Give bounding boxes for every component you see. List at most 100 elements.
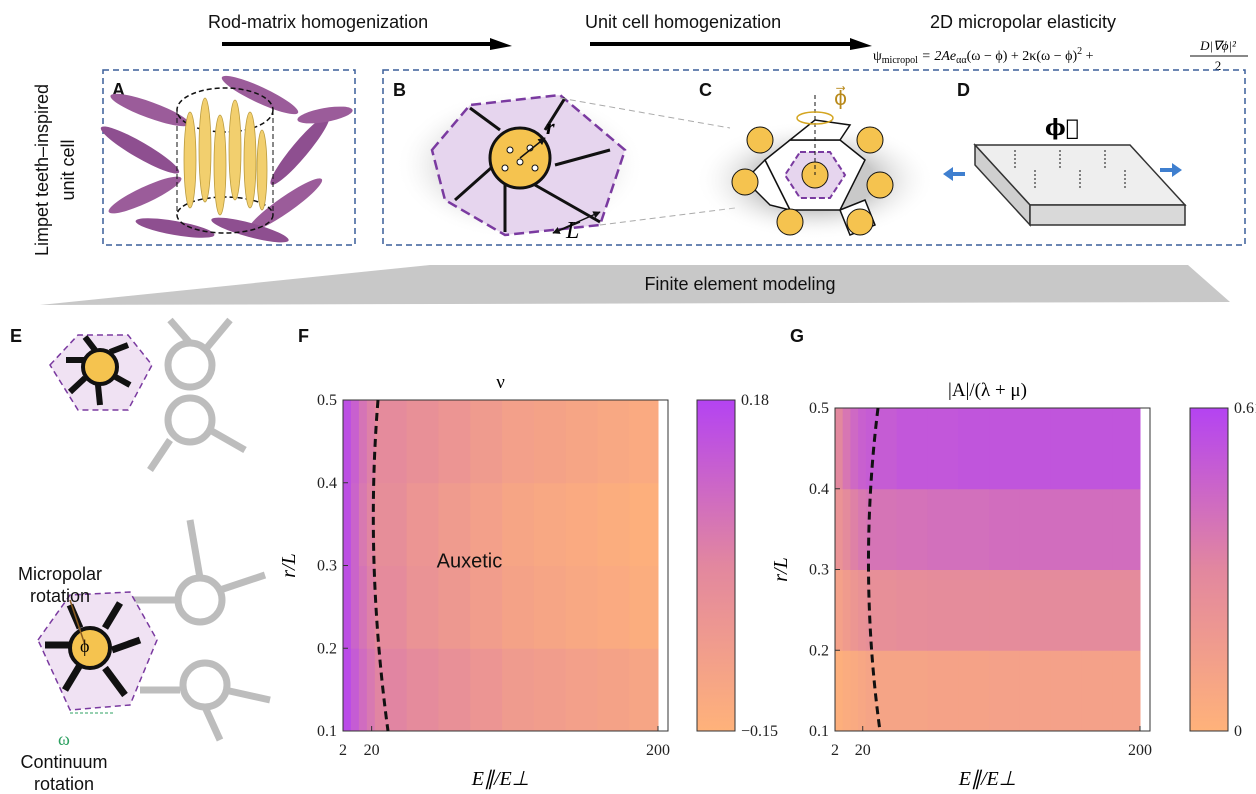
symbol: r [546,114,555,139]
symbol: ϕ⃗ [1045,115,1079,141]
formula-part: = 2Ae [918,49,956,64]
heat-cell [1020,650,1051,731]
heat-cell [927,408,958,489]
heat-cell [850,650,858,731]
heat-cell [858,489,866,570]
rods-illustration [97,70,354,247]
heat-cell [375,566,407,649]
panel-label: E [10,326,22,346]
formula-part: ψ [873,49,882,64]
heat-cell [835,650,843,731]
x-axis-label: E∥/E⊥ [958,768,1016,790]
heat-cell [835,408,843,489]
heat-cell [343,648,351,731]
heat-cell [629,483,658,566]
heat-cell [858,408,866,489]
arrow [222,38,512,50]
symbol: ϕ⃗ [834,85,847,110]
heat-cell [598,400,630,483]
heat-cell [958,650,989,731]
formula-part: (ω − ϕ) + 2κ(ω − ϕ) [967,49,1078,64]
heat-cell [1081,408,1112,489]
y-axis-label: r/L [770,557,792,581]
annotation: rotation [30,586,90,606]
heat-cell [359,400,367,483]
heat-cell [359,566,367,649]
heat-cell [989,489,1020,570]
heat-cell [843,650,851,731]
y-tick-label: 0.4 [317,475,337,492]
annotation: Auxetic [437,551,503,573]
chart-title: ν [496,372,505,393]
panel-label: F [298,326,309,346]
heat-cell [598,483,630,566]
heat-cell [407,483,439,566]
symbol: ω [58,729,70,749]
heat-cell [566,566,598,649]
heat-cell [850,489,858,570]
annotation: Continuum [20,752,107,772]
heat-cell [367,648,375,731]
heat-cell [1051,408,1082,489]
heat-cell [351,566,359,649]
annotation: Micropolar [18,564,102,584]
formula-part: micropol [882,55,918,66]
colorbar-tick-label: 0 [1234,723,1242,740]
heat-cell [367,566,375,649]
heat-cell [927,489,958,570]
heat-cell [843,570,851,651]
colorbar [1190,408,1228,731]
side-label: Limpet teeth–inspired [32,84,52,256]
heat-cell [407,648,439,731]
x-tick-label: 20 [364,742,380,759]
heat-cell [534,483,566,566]
figure: Rod-matrix homogenization Unit cell homo… [0,0,1256,794]
heat-cell [858,570,866,651]
y-tick-label: 0.4 [809,481,829,498]
colorbar [697,400,735,731]
step-label: 2D micropolar elasticity [930,12,1116,32]
heat-cell [407,400,439,483]
x-tick-label: 20 [855,742,871,759]
x-axis-label: E∥/E⊥ [471,768,529,790]
heat-cell [629,648,658,731]
heat-cell [629,400,658,483]
arrow [590,38,872,50]
heat-cell [566,648,598,731]
y-tick-label: 0.2 [809,642,829,659]
symbol: L [565,218,579,244]
heat-cell [989,650,1020,731]
heat-cell [958,408,989,489]
heat-cell [470,648,502,731]
heat-cell [566,400,598,483]
banner-label: Finite element modeling [644,274,835,294]
heat-cell [927,650,958,731]
heat-cell [958,570,989,651]
heat-cell [343,483,351,566]
panel-label: D [957,80,970,100]
formula-part: + [1082,49,1094,64]
heat-cell [502,400,534,483]
heat-cell [1051,570,1082,651]
y-tick-label: 0.5 [809,400,829,417]
heat-cell [927,570,958,651]
heat-cell [407,566,439,649]
heat-cell [351,400,359,483]
side-label: unit cell [58,139,78,200]
heat-cell [1112,570,1140,651]
heat-cell [359,648,367,731]
panel-label: B [393,80,406,100]
heat-cell [958,489,989,570]
heat-cell [359,483,367,566]
banner [40,265,1230,305]
heat-cell [1051,489,1082,570]
heat-cell [534,648,566,731]
heat-cell [375,483,407,566]
heat-cell [850,408,858,489]
heat-cell [989,408,1020,489]
heat-cell [502,483,534,566]
heat-cell [343,400,351,483]
step-label: Rod-matrix homogenization [208,12,428,32]
panel-label: C [699,80,712,100]
